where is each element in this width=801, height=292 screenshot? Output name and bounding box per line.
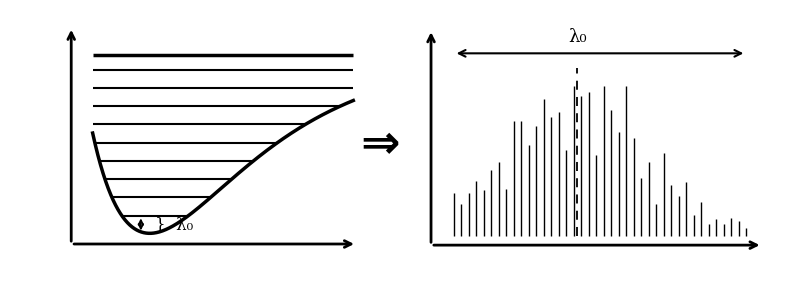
Text: λ₀: λ₀ xyxy=(568,28,586,46)
Text: }  λ₀: } λ₀ xyxy=(155,216,193,233)
Text: ⇒: ⇒ xyxy=(360,124,400,168)
